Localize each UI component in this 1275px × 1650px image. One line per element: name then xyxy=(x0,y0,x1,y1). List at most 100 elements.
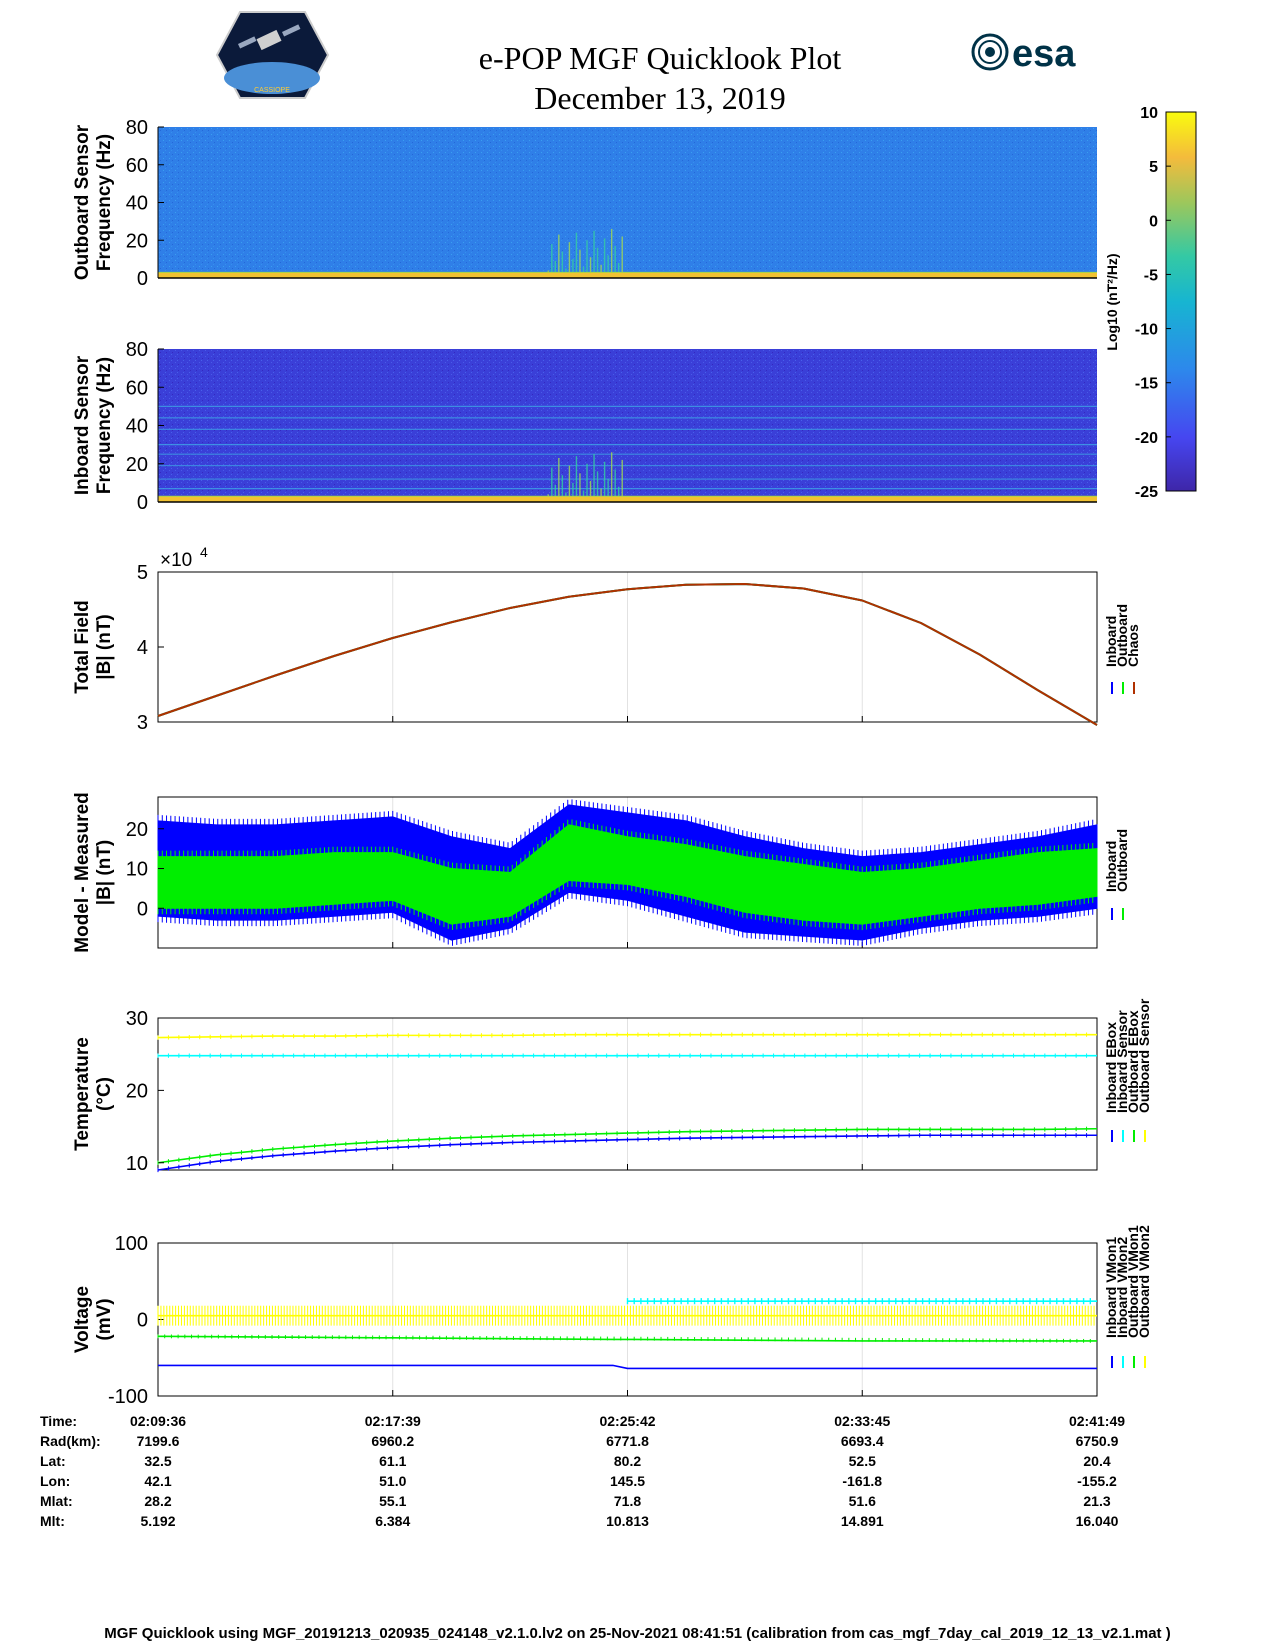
ephemeris-value: 20.4 xyxy=(1083,1453,1110,1469)
colorbar-gradient xyxy=(1165,111,1197,492)
colorbar-tick-label: 0 xyxy=(1149,213,1158,230)
legend-label: Inboard xyxy=(1103,841,1119,892)
plot-title-line1: e-POP MGF Quicklook Plot xyxy=(478,40,842,76)
ephemeris-value: 21.3 xyxy=(1083,1493,1110,1509)
ephemeris-value: 14.891 xyxy=(841,1513,884,1529)
ephemeris-value: 5.192 xyxy=(140,1513,175,1529)
ephemeris-value: 16.040 xyxy=(1076,1513,1119,1529)
ephemeris-value: 71.8 xyxy=(614,1493,641,1509)
y-tick-label: 3 xyxy=(137,712,148,734)
colorbar-tick-label: 10 xyxy=(1140,105,1158,122)
spectrogram-background xyxy=(158,349,1097,502)
y-tick-label: 20 xyxy=(126,230,148,252)
exponent-multiplier: ×10 xyxy=(160,550,192,571)
legend-label: Outboard VMon2 xyxy=(1136,1225,1152,1338)
ylabel-line1: Outboard Sensor xyxy=(72,124,93,280)
y-tick-label: 20 xyxy=(126,819,148,841)
inboard-spectrogram: 0 20 40 60 80 Inboard Sensor Frequency (Hz) xyxy=(72,339,1097,514)
y-tick-label: 60 xyxy=(126,377,148,399)
y-tick-label: -100 xyxy=(108,1386,148,1408)
ephemeris-value: 145.5 xyxy=(610,1473,645,1489)
series-line xyxy=(158,1364,1097,1370)
y-tick-label: 0 xyxy=(137,898,148,920)
ephemeris-value: 28.2 xyxy=(144,1493,171,1509)
ephemeris-value: 6960.2 xyxy=(371,1433,414,1449)
y-tick-label: 10 xyxy=(126,859,148,881)
ephemeris-value: 7199.6 xyxy=(137,1433,180,1449)
ephemeris-value: 02:25:42 xyxy=(599,1413,655,1429)
legend-label: Outboard VMon1 xyxy=(1125,1225,1141,1338)
legend-label: Inboard EBox xyxy=(1103,1022,1119,1113)
y-tick-label: 0 xyxy=(137,268,148,290)
ylabel-line2: |B| (nT) xyxy=(94,614,115,680)
legend-label: Inboard xyxy=(1103,616,1119,667)
legend-label: Inboard VMon2 xyxy=(1114,1237,1130,1338)
ylabel-line1: Temperature xyxy=(72,1037,93,1151)
ephemeris-value: 6.384 xyxy=(375,1513,410,1529)
y-tick-label: 20 xyxy=(126,1080,148,1102)
colorbar-tick-label: -10 xyxy=(1135,322,1158,339)
esa-logo: esa xyxy=(971,33,1076,75)
y-tick-label: 30 xyxy=(126,1008,148,1030)
esa-logo-text: esa xyxy=(1012,33,1076,75)
colorbar-tick-label: -5 xyxy=(1144,267,1158,284)
y-tick-label: 5 xyxy=(137,562,148,584)
ephemeris-value: 51.6 xyxy=(849,1493,876,1509)
ylabel-line1: Total Field xyxy=(72,600,93,694)
ylabel-line2: Frequency (Hz) xyxy=(94,134,115,271)
ephemeris-row-label: Mlt: xyxy=(40,1513,65,1529)
model-measured-panel: 0 10 20 Model - Measured |B| (nT) InboardOutb… xyxy=(72,792,1130,952)
y-tick-label: 60 xyxy=(126,155,148,177)
ephemeris-row-label: Mlat: xyxy=(40,1493,73,1509)
plot-title-line2: December 13, 2019 xyxy=(534,80,786,116)
colorbar-tick-label: 5 xyxy=(1149,159,1158,176)
ephemeris-value: 6750.9 xyxy=(1076,1433,1119,1449)
y-tick-label: 0 xyxy=(137,492,148,514)
ephemeris-row-label: Rad(km): xyxy=(40,1433,101,1449)
y-tick-label: 20 xyxy=(126,454,148,476)
y-tick-label: 40 xyxy=(126,416,148,438)
colorbar-tick-label: -15 xyxy=(1135,376,1158,393)
legend-label: Outboard xyxy=(1114,604,1130,667)
ephemeris-value: 42.1 xyxy=(144,1473,171,1489)
ephemeris-value: -161.8 xyxy=(842,1473,882,1489)
total-field-panel: 3 4 5 Total Field |B| (nT) InboardOutboardCha… xyxy=(72,544,1141,734)
legend-label: Outboard Sensor xyxy=(1136,998,1152,1113)
ylabel-line2: Frequency (Hz) xyxy=(94,357,115,494)
y-tick-label: 10 xyxy=(126,1153,148,1175)
ephemeris-row-label: Lon: xyxy=(40,1473,70,1489)
ephemeris-table: Time: Rad(km): Lat: Lon: Mlat: Mlt: 02:09:36 71… xyxy=(40,1413,1125,1529)
colorbar-tick-label: -25 xyxy=(1135,484,1158,501)
ylabel-line2: |B| (nT) xyxy=(94,840,115,906)
signal-band xyxy=(158,496,1097,502)
ephemeris-value: 02:09:36 xyxy=(130,1413,186,1429)
ephemeris-value: 32.5 xyxy=(144,1453,171,1469)
ephemeris-value: 52.5 xyxy=(849,1453,876,1469)
ephemeris-value: 02:33:45 xyxy=(834,1413,890,1429)
ylabel-line1: Voltage xyxy=(72,1286,93,1353)
outboard-spectrogram: 0 20 40 60 80 Outboard Sensor Frequency (Hz) xyxy=(72,117,1097,290)
footer-caption: MGF Quicklook using MGF_20191213_020935_… xyxy=(104,1625,1171,1642)
legend-label: Outboard EBox xyxy=(1125,1010,1141,1113)
ephemeris-row-label: Lat: xyxy=(40,1453,66,1469)
ylabel-line1: Model - Measured xyxy=(72,792,93,952)
legend-label: Outboard xyxy=(1114,829,1130,892)
y-tick-label: 100 xyxy=(115,1233,148,1255)
ephemeris-value: 61.1 xyxy=(379,1453,406,1469)
legend-label: Chaos xyxy=(1125,624,1141,667)
y-tick-label: 80 xyxy=(126,339,148,361)
cassiope-logo: CASSIOPE xyxy=(215,11,330,99)
ephemeris-value: 10.813 xyxy=(606,1513,649,1529)
ephemeris-value: 55.1 xyxy=(379,1493,406,1509)
y-tick-label: 80 xyxy=(126,117,148,139)
y-tick-label: 0 xyxy=(137,1310,148,1332)
signal-band xyxy=(158,272,1097,278)
temperature-panel: 10 20 30 Temperature (°C) Inboard EBoxInboard… xyxy=(72,998,1152,1175)
ephemeris-row-label: Time: xyxy=(40,1413,77,1429)
ephemeris-value: 6693.4 xyxy=(841,1433,884,1449)
ephemeris-value: 80.2 xyxy=(614,1453,641,1469)
ephemeris-value: 51.0 xyxy=(379,1473,406,1489)
cassiope-logo-text: CASSIOPE xyxy=(254,87,290,94)
ephemeris-value: 6771.8 xyxy=(606,1433,649,1449)
